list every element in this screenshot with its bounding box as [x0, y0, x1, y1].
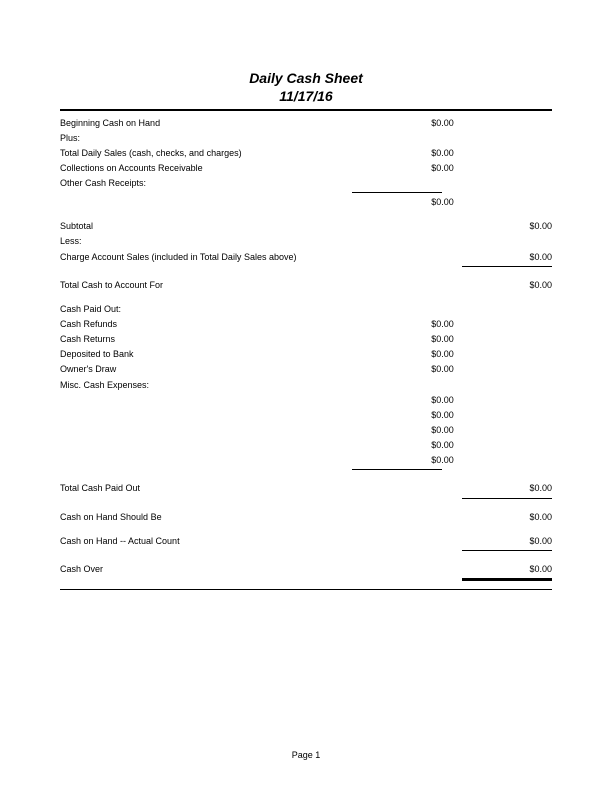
row-collections-val: $0.00: [352, 160, 454, 175]
row-total-account-label: Total Cash to Account For: [60, 277, 352, 292]
row-actual-label: Cash on Hand -- Actual Count: [60, 533, 352, 548]
row-deposited-label: Deposited to Bank: [60, 347, 352, 362]
row-charge-sales-label: Charge Account Sales (included in Total …: [60, 249, 352, 264]
rule-charge-sales: [462, 266, 552, 267]
row-charge-sales-val: $0.00: [454, 249, 552, 264]
rule-other-receipts: [352, 192, 442, 193]
row-beginning-val: $0.00: [352, 115, 454, 130]
row-actual-val: $0.00: [454, 533, 552, 548]
row-returns-label: Cash Returns: [60, 332, 352, 347]
row-refunds-val: $0.00: [352, 317, 454, 332]
row-draw-val: $0.00: [352, 362, 454, 377]
page-number: Page 1: [0, 750, 612, 760]
row-over-val: $0.00: [454, 561, 552, 576]
row-misc5: $0.00: [352, 453, 454, 468]
doc-date: 11/17/16: [60, 88, 552, 106]
row-misc3: $0.00: [352, 423, 454, 438]
row-misc1: $0.00: [352, 392, 454, 407]
row-misc2: $0.00: [352, 407, 454, 422]
row-refunds-label: Cash Refunds: [60, 317, 352, 332]
rule-misc-sum: [352, 469, 442, 470]
row-should-be-label: Cash on Hand Should Be: [60, 509, 352, 524]
row-total-sales-val: $0.00: [352, 145, 454, 160]
row-beginning-label: Beginning Cash on Hand: [60, 115, 352, 130]
row-other-receipts-sum: $0.00: [352, 195, 454, 210]
row-returns-val: $0.00: [352, 332, 454, 347]
row-other-receipts-label: Other Cash Receipts:: [60, 176, 352, 191]
row-less: Less:: [60, 234, 352, 249]
top-rule: [60, 109, 552, 111]
double-rule-over: [462, 578, 552, 581]
row-paid-out: Cash Paid Out:: [60, 301, 352, 316]
bottom-rule: [60, 589, 552, 590]
row-misc-label: Misc. Cash Expenses:: [60, 377, 352, 392]
row-misc4: $0.00: [352, 438, 454, 453]
row-draw-label: Owner's Draw: [60, 362, 352, 377]
doc-title: Daily Cash Sheet: [60, 70, 552, 88]
row-collections-label: Collections on Accounts Receivable: [60, 160, 352, 175]
row-plus: Plus:: [60, 130, 352, 145]
row-should-be-val: $0.00: [454, 509, 552, 524]
row-total-paid-label: Total Cash Paid Out: [60, 481, 352, 496]
row-total-account-val: $0.00: [454, 277, 552, 292]
row-subtotal-val: $0.00: [454, 219, 552, 234]
row-over-label: Cash Over: [60, 561, 352, 576]
row-total-sales-label: Total Daily Sales (cash, checks, and cha…: [60, 145, 352, 160]
row-total-paid-val: $0.00: [454, 481, 552, 496]
row-subtotal-label: Subtotal: [60, 219, 352, 234]
rule-total-paid: [462, 498, 552, 499]
rule-actual: [462, 550, 552, 551]
cash-sheet-table: Beginning Cash on Hand $0.00 Plus: Total…: [60, 115, 552, 583]
row-deposited-val: $0.00: [352, 347, 454, 362]
